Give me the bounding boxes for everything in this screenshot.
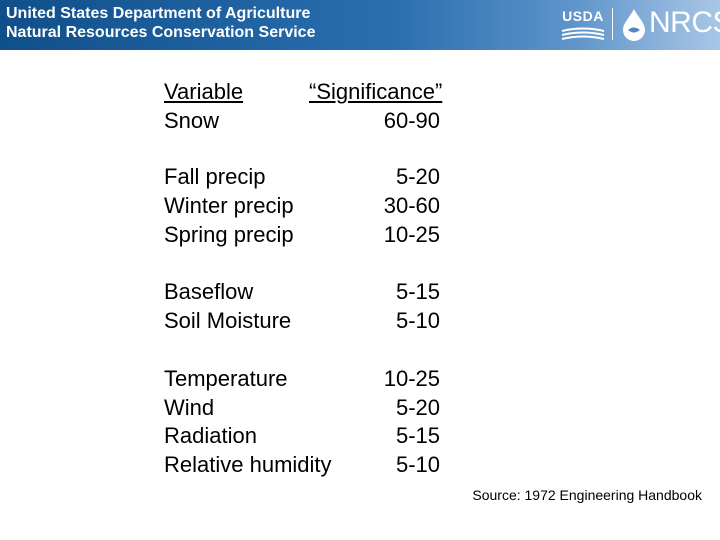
usda-logo: USDA [560, 8, 606, 42]
agency-name-line2: Natural Resources Conservation Service [6, 24, 316, 41]
row-variable: Baseflow [164, 279, 254, 304]
agency-name-line1: United States Department of Agriculture [6, 5, 311, 22]
row-significance: 60-90 [383, 108, 440, 133]
row-variable: Fall precip [164, 164, 266, 189]
row-variable: Spring precip [164, 222, 294, 247]
row-significance: 5-15 [395, 423, 440, 448]
row-variable: Soil Moisture [164, 308, 292, 333]
row-variable: Radiation [164, 423, 257, 448]
column-header-variable: Variable [164, 79, 244, 104]
row-significance: 10-25 [383, 222, 440, 247]
column-header-significance: “Significance” [309, 79, 443, 104]
row-significance: 5-20 [395, 164, 440, 189]
row-significance: 30-60 [383, 193, 440, 218]
row-variable: Temperature [164, 366, 288, 391]
row-variable: Winter precip [164, 193, 294, 218]
row-variable: Snow [164, 108, 220, 133]
logo-divider [612, 8, 613, 40]
usda-logo-text: USDA [562, 8, 604, 24]
usda-swoosh-icon [561, 27, 605, 40]
row-significance: 5-10 [395, 308, 440, 333]
row-significance: 5-15 [395, 279, 440, 304]
row-significance: 5-10 [395, 452, 440, 477]
row-significance: 5-20 [395, 395, 440, 420]
row-variable: Relative humidity [164, 452, 332, 477]
row-variable: Wind [164, 395, 215, 420]
water-drop-icon [623, 9, 645, 41]
header-banner: United States Department of Agriculture … [0, 0, 720, 50]
row-significance: 10-25 [383, 366, 440, 391]
source-citation: Source: 1972 Engineering Handbook [472, 487, 702, 503]
nrcs-logo-text: NRCS [649, 6, 720, 39]
